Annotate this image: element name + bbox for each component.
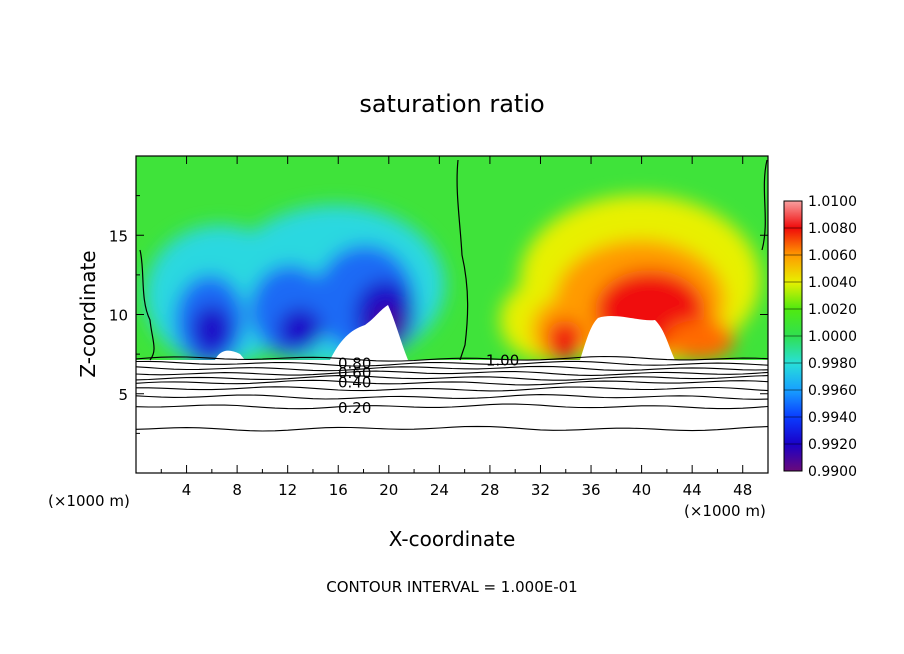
x-tick-label: 8: [232, 481, 242, 499]
contour-line: [136, 360, 768, 367]
x-tick-label: 12: [278, 481, 297, 499]
colorbar-label: 0.9980: [808, 356, 857, 372]
colorbar-label: 0.9960: [808, 383, 857, 399]
x-tick-label: 48: [733, 481, 752, 499]
x-tick-label: 16: [329, 481, 348, 499]
colorbar-label: 0.9940: [808, 410, 857, 426]
colorbar-label: 1.0100: [808, 194, 857, 210]
saturation-field: [136, 156, 768, 473]
x-unit-label: (×1000 m): [684, 502, 766, 520]
boundary-line-right: [761, 159, 768, 251]
contour-label: 0.40: [338, 374, 371, 392]
y-tick-label: 10: [109, 307, 128, 325]
y-tick-label: 5: [118, 386, 128, 404]
contour-line: [136, 403, 768, 410]
y-axis-label: Z-coordinate: [76, 250, 100, 377]
contour-label: 0.80: [338, 355, 371, 373]
y-tick-label: 15: [109, 227, 128, 245]
x-tick-label: 28: [480, 481, 499, 499]
x-tick-label: 24: [430, 481, 449, 499]
colorbar: 1.0100 1.0080 1.0060 1.0040 1.0020 1.0000 0.99…: [783, 194, 857, 480]
contour-line: [136, 386, 768, 392]
boundary-line-left: [139, 249, 155, 361]
x-tick-label: 40: [632, 481, 651, 499]
x-tick-label: 44: [683, 481, 702, 499]
y-unit-label: (×1000 m): [48, 492, 130, 510]
x-tick-label: 36: [581, 481, 600, 499]
colorbar-label: 1.0000: [808, 329, 857, 345]
contour-line: [136, 370, 768, 376]
contour-line: [136, 355, 768, 362]
contour-label: 0.20: [338, 399, 371, 417]
boundary-line-center: [456, 159, 469, 361]
contour-line: [136, 375, 768, 381]
contour-line: [136, 394, 768, 400]
contour-line: [136, 365, 768, 372]
x-tick-label: 20: [379, 481, 398, 499]
colorbar-label: 1.0080: [808, 221, 857, 237]
contour-label: 1.00: [486, 351, 519, 369]
colorbar-label: 1.0040: [808, 275, 857, 291]
colorbar-label: 0.9900: [808, 464, 857, 480]
colorbar-label: 1.0020: [808, 302, 857, 318]
chart-title: saturation ratio: [359, 90, 544, 118]
colorbar-label: 0.9920: [808, 437, 857, 453]
x-tick-label: 32: [531, 481, 550, 499]
contour-label: 0.60: [338, 364, 371, 382]
x-axis-label: X-coordinate: [389, 527, 516, 551]
contour-line: [136, 379, 768, 386]
contour-lines: [136, 355, 768, 432]
x-tick-label: 4: [182, 481, 192, 499]
colorbar-label: 1.0060: [808, 248, 857, 264]
contour-interval-note: CONTOUR INTERVAL = 1.000E-01: [326, 578, 577, 596]
contour-line: [136, 425, 768, 432]
